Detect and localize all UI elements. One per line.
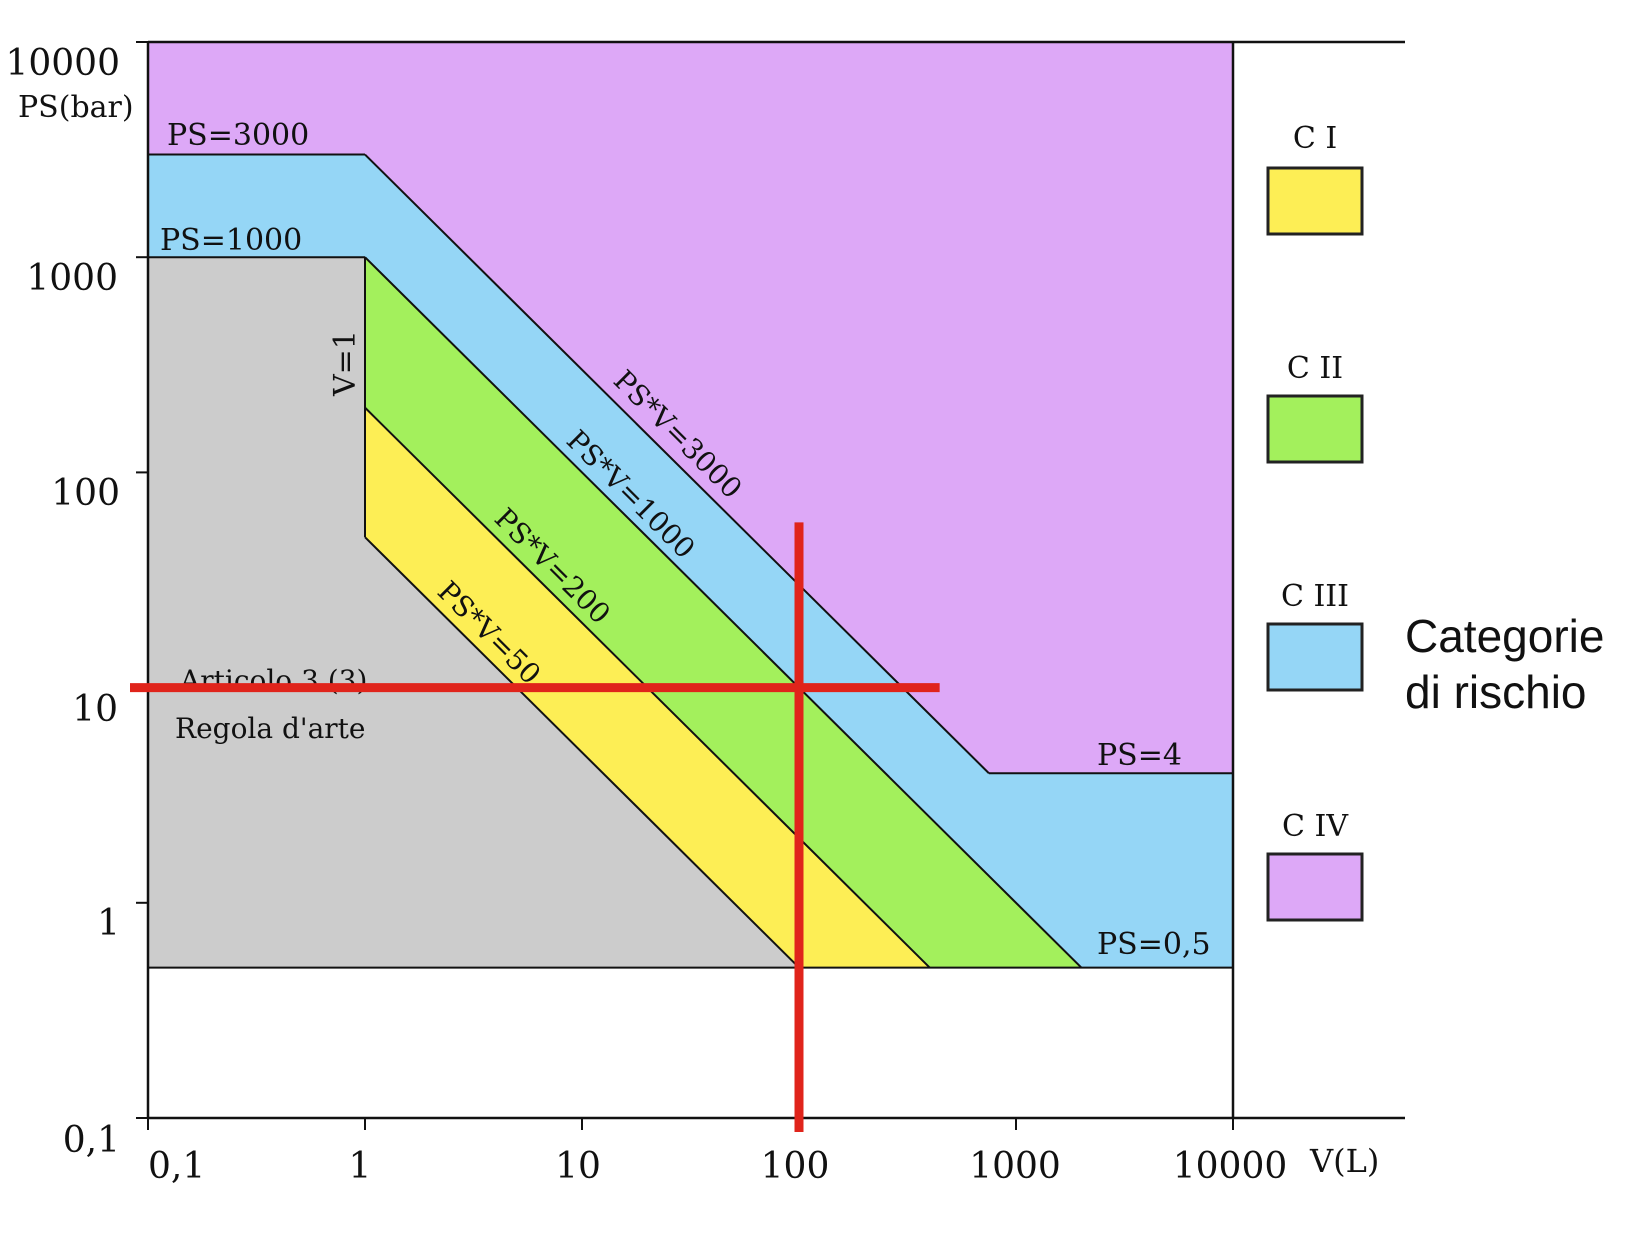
annotation-line-2: di rischio <box>1405 666 1587 718</box>
x-tick-label: 1 <box>349 1146 372 1187</box>
y-axis-label: PS(bar) <box>18 90 134 125</box>
risk-categories-annotation: Categorie di rischio <box>1405 608 1604 720</box>
legend-swatch <box>1266 394 1364 464</box>
label-ps-3000: PS=3000 <box>167 118 309 153</box>
legend-label: C II <box>1287 351 1343 386</box>
label-v-1: V=1 <box>328 330 363 397</box>
x-tick-label: 10 <box>555 1146 601 1187</box>
region-articolo-3-3-regola-d-arte <box>148 257 799 968</box>
y-tick-label: 100 <box>51 473 120 514</box>
region-label-regola: Regola d'arte <box>175 712 366 745</box>
boundary-line-psxv-3000 <box>364 153 990 774</box>
y-tick-label: 10 <box>72 689 118 730</box>
boundary-line-psxv-1000 <box>364 256 1083 969</box>
y-tick-label: 0,1 <box>63 1120 120 1161</box>
x-tick-label: 10000 <box>1173 1146 1288 1187</box>
x-tick-label: 1000 <box>969 1146 1061 1187</box>
x-axis-label: V(L) <box>1309 1142 1379 1180</box>
legend-swatch <box>1266 166 1364 236</box>
legend-label: C I <box>1293 121 1337 156</box>
region-c-iv <box>148 42 1233 774</box>
y-tick-label: 10000 <box>5 43 120 84</box>
legend-swatch <box>1266 622 1364 692</box>
y-tick-label: 1000 <box>26 258 118 299</box>
x-tick-label: 0,1 <box>148 1146 205 1187</box>
label-ps-1000: PS=1000 <box>160 223 302 258</box>
boundary-line-psxv-50 <box>364 536 800 969</box>
region-c-iii <box>148 154 1233 968</box>
y-tick-label: 1 <box>97 903 120 944</box>
legend-label: C III <box>1281 579 1349 614</box>
label-ps-0-5: PS=0,5 <box>1097 927 1211 962</box>
annotation-line-1: Categorie <box>1405 610 1605 662</box>
legend-swatch <box>1266 852 1364 922</box>
legend-label: C IV <box>1282 809 1349 844</box>
label-ps-4: PS=4 <box>1097 738 1182 773</box>
x-tick-label: 100 <box>761 1146 830 1187</box>
